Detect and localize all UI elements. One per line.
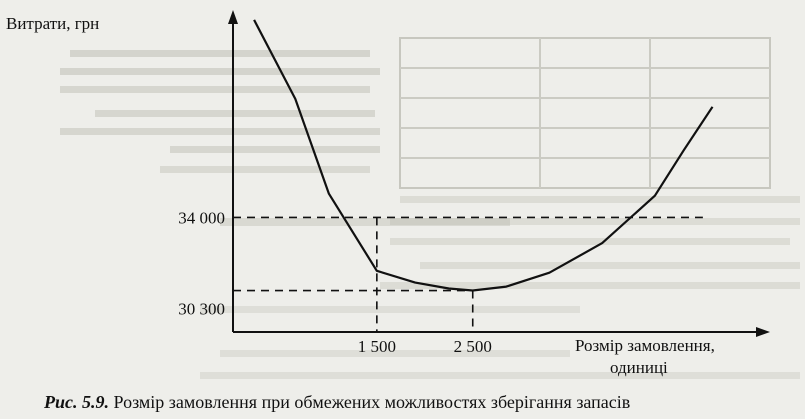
x-tick-label-2500: 2 500 — [454, 337, 492, 356]
cost-curve — [253, 19, 714, 292]
figure-caption-text: Розмір замовлення при обмежених можливос… — [113, 392, 631, 412]
y-tick-label-30300: 30 300 — [178, 300, 225, 319]
figure-caption: Рис. 5.9. Розмір замовлення при обмежени… — [44, 392, 630, 413]
figure-number: Рис. 5.9. — [44, 392, 109, 412]
x-axis-unit-label: одиниці — [610, 358, 668, 377]
x-axis-arrow — [756, 327, 770, 337]
x-axis-label: Розмір замовлення, — [575, 336, 715, 355]
x-tick-label-1500: 1 500 — [358, 337, 396, 356]
y-axis-label: Витрати, грн — [6, 14, 100, 33]
y-tick-label-34000: 34 000 — [178, 208, 225, 227]
y-axis-arrow — [228, 10, 238, 24]
